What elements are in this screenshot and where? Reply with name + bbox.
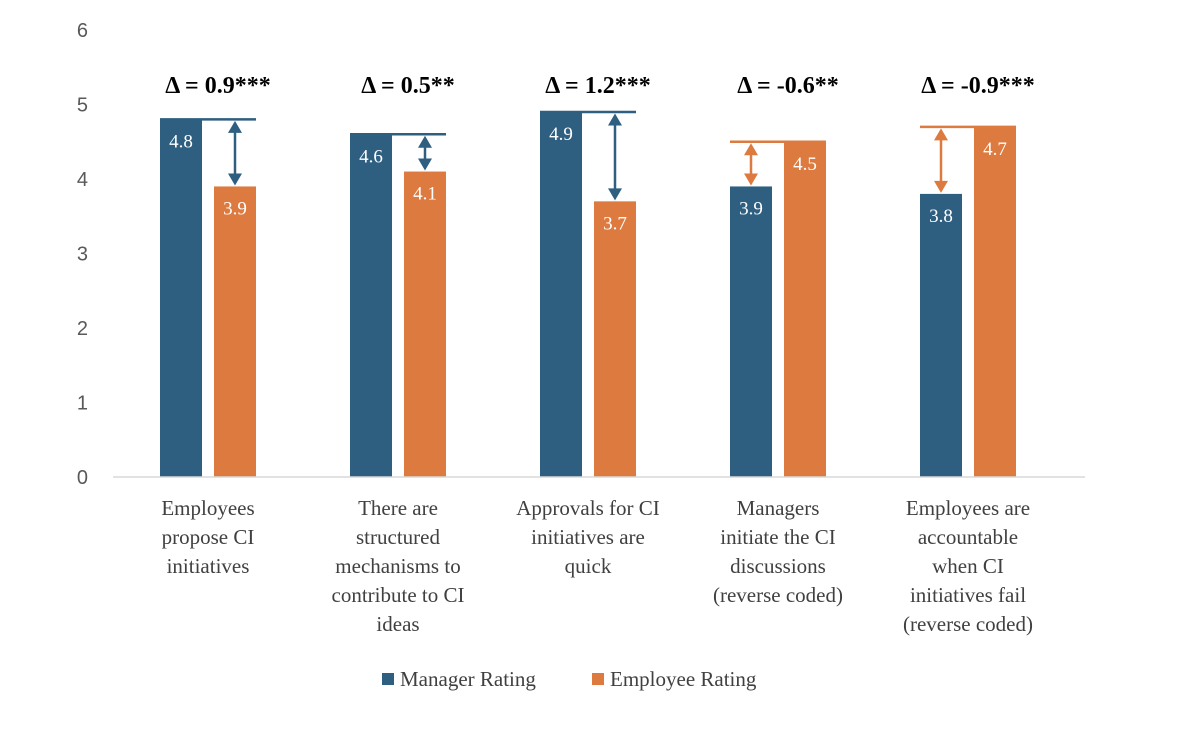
bar-employee-4 [784, 141, 826, 477]
data-label-employee-4: 4.5 [793, 154, 817, 175]
category-label-line: Employees [161, 496, 254, 520]
category-label-line: when CI [932, 554, 1004, 578]
y-tick-label-0: 0 [77, 467, 88, 489]
y-axis: 0 1 2 3 4 5 6 [77, 20, 88, 489]
delta-labels: Δ = 0.9*** Δ = 0.5** Δ = 1.2*** Δ = -0.6** Δ… [165, 73, 1034, 99]
category-label-5: Employees are accountable when CI initiativ… [903, 496, 1033, 636]
category-label-line: ideas [376, 612, 419, 636]
legend-swatch-employee [592, 673, 604, 685]
difference-arrow-head-up-2 [418, 135, 432, 148]
bar-manager-2 [350, 134, 392, 478]
x-axis: Employees propose CI initiatives There are s… [113, 476, 1085, 636]
legend-label-manager: Manager Rating [400, 667, 536, 691]
bars: 4.8 3.9 4.6 4.1 4.9 3.7 3.9 4.5 3.8 4.7 [160, 111, 1016, 478]
difference-arrow-head-down-5 [934, 180, 948, 193]
data-label-manager-2: 4.6 [359, 146, 383, 167]
bar-manager-4 [730, 186, 772, 477]
bar-employee-3 [594, 201, 636, 477]
delta-label-5: Δ = -0.9*** [921, 73, 1034, 99]
difference-arrow-head-down-3 [608, 188, 622, 201]
category-label-line: Employees are [906, 496, 1030, 520]
data-label-employee-2: 4.1 [413, 184, 437, 205]
category-label-line: initiate the CI [720, 525, 835, 549]
category-label-3: Approvals for CI initiatives are quick [516, 496, 659, 578]
category-label-line: initiatives [167, 554, 250, 578]
y-tick-label-6: 6 [77, 20, 88, 42]
legend: Manager Rating Employee Rating [382, 667, 757, 691]
bar-manager-1 [160, 119, 202, 478]
data-label-manager-4: 3.9 [739, 198, 763, 219]
bar-employee-2 [404, 171, 446, 478]
delta-label-3: Δ = 1.2*** [545, 73, 650, 99]
delta-label-2: Δ = 0.5** [361, 73, 454, 99]
difference-arrow-head-down-2 [418, 158, 432, 171]
y-tick-label-3: 3 [77, 244, 88, 266]
data-label-employee-3: 3.7 [603, 213, 627, 234]
category-label-line: (reverse coded) [903, 612, 1033, 636]
difference-arrow-head-down-1 [228, 173, 242, 186]
data-label-manager-3: 4.9 [549, 124, 573, 145]
difference-arrow-head-up-5 [934, 128, 948, 141]
y-tick-label-2: 2 [77, 318, 88, 340]
category-label-line: Managers [737, 496, 820, 520]
data-label-employee-1: 3.9 [223, 198, 247, 219]
category-label-2: There are structured mechanisms to contribu… [332, 496, 465, 636]
category-label-line: propose CI [162, 525, 255, 549]
data-label-manager-5: 3.8 [929, 206, 953, 227]
category-label-1: Employees propose CI initiatives [161, 496, 254, 578]
y-tick-label-4: 4 [77, 169, 88, 191]
difference-markers [160, 110, 1016, 201]
difference-arrow-head-up-4 [744, 143, 758, 156]
category-label-4: Managers initiate the CI discussions (rever… [713, 496, 843, 607]
y-tick-label-1: 1 [77, 393, 88, 415]
category-label-line: initiatives fail [910, 583, 1026, 607]
legend-label-employee: Employee Rating [610, 667, 757, 691]
category-label-line: accountable [918, 525, 1018, 549]
category-label-line: initiatives are [531, 525, 645, 549]
category-label-line: There are [358, 496, 438, 520]
category-label-line: quick [565, 554, 612, 578]
bar-employee-5 [974, 126, 1016, 477]
bar-manager-5 [920, 193, 962, 477]
data-label-employee-5: 4.7 [983, 139, 1007, 160]
difference-arrow-head-down-4 [744, 173, 758, 186]
bar-employee-1 [214, 186, 256, 477]
category-label-line: Approvals for CI [516, 496, 659, 520]
delta-label-4: Δ = -0.6** [737, 73, 838, 99]
bar-manager-3 [540, 111, 582, 477]
difference-arrow-head-up-3 [608, 113, 622, 126]
category-label-line: mechanisms to [335, 554, 460, 578]
difference-arrow-head-up-1 [228, 120, 242, 133]
category-label-line: structured [356, 525, 440, 549]
delta-label-1: Δ = 0.9*** [165, 73, 270, 99]
legend-swatch-manager [382, 673, 394, 685]
category-label-line: discussions [730, 554, 826, 578]
data-label-manager-1: 4.8 [169, 131, 193, 152]
category-label-line: contribute to CI [332, 583, 465, 607]
category-label-line: (reverse coded) [713, 583, 843, 607]
y-tick-label-5: 5 [77, 95, 88, 117]
